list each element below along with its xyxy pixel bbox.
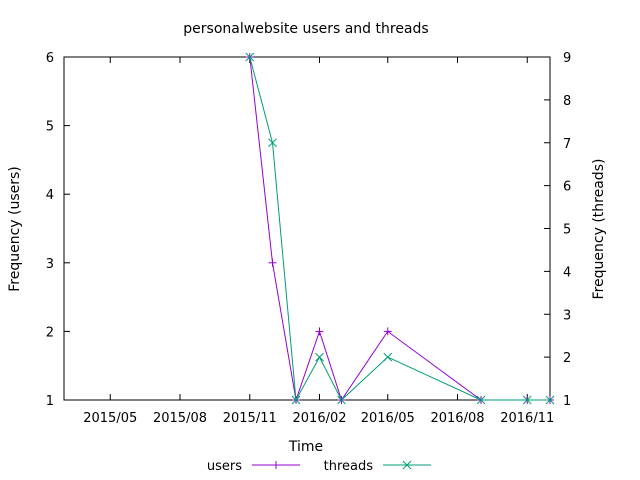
y2-tick-label: 7: [563, 137, 571, 152]
data-point-users: [383, 327, 392, 336]
y2-tick-label: 6: [563, 180, 571, 195]
series-threads: [245, 52, 555, 405]
legend-label: threads: [324, 459, 374, 474]
legend-item-threads: threads: [324, 459, 431, 474]
y-tick-label: 6: [46, 51, 54, 66]
y2-tick-label: 5: [563, 223, 571, 238]
chart-title: personalwebsite users and threads: [183, 21, 428, 37]
series-line-users: [249, 56, 550, 402]
y-axis-label: Frequency (users): [7, 166, 23, 292]
y-tick-label: 2: [46, 325, 54, 340]
x-tick-label: 2015/08: [153, 411, 207, 426]
x-axis-label: Time: [288, 439, 323, 455]
marker-stroke: [383, 352, 393, 362]
marker-stroke: [545, 395, 555, 405]
x-tick-label: 2015/05: [83, 411, 137, 426]
y2-tick-label: 8: [563, 94, 571, 109]
data-point-threads: [545, 395, 555, 405]
x-tick-label: 2016/08: [430, 411, 484, 426]
x-tick-label: 2015/11: [223, 411, 277, 426]
y-tick-label: 1: [46, 394, 54, 409]
legend-marker: [402, 460, 412, 470]
y2-tick-label: 1: [563, 394, 571, 409]
data-point-threads: [315, 352, 324, 362]
y-axis-ticks: 1 2 3 4 5 6: [46, 51, 70, 409]
marker-stroke: [402, 460, 412, 470]
data-point-threads: [522, 395, 532, 405]
legend-label: users: [207, 459, 242, 474]
y-tick-label: 3: [46, 257, 54, 272]
data-point-users: [268, 258, 277, 267]
y2-axis-label: Frequency (threads): [591, 159, 607, 300]
legend: users threads: [207, 459, 431, 474]
data-point-threads: [245, 52, 255, 62]
y-tick-label: 5: [46, 120, 54, 135]
y-tick-label: 4: [46, 188, 54, 203]
y2-tick-label: 2: [563, 351, 571, 366]
marker-stroke: [337, 395, 346, 405]
marker-stroke: [268, 138, 277, 148]
data-point-threads: [383, 352, 393, 362]
data-point-threads: [476, 395, 486, 405]
x-tick-label: 2016/05: [361, 411, 415, 426]
data-point-threads: [291, 395, 301, 405]
data-point-threads: [268, 138, 277, 148]
data-point-threads: [337, 395, 346, 405]
legend-item-users: users: [207, 459, 300, 474]
marker-stroke: [522, 395, 532, 405]
x-tick-label: 2016/11: [500, 411, 554, 426]
legend-marker: [272, 461, 280, 469]
x-tick-label: 2016/02: [293, 411, 347, 426]
plot-border: [63, 56, 551, 401]
y2-axis-ticks: 1 2 3 4 5 6 7 8 9: [544, 51, 571, 409]
series-line-threads: [249, 56, 550, 402]
marker-stroke: [245, 52, 255, 62]
marker-stroke: [315, 352, 324, 362]
series-layer: [245, 52, 555, 405]
marker-stroke: [476, 395, 486, 405]
x-axis-ticks: 2015/05 2015/08 2015/11 2016/02 2016/05 2016/…: [83, 57, 554, 426]
marker-stroke: [291, 395, 301, 405]
data-point-users: [315, 327, 324, 336]
y2-tick-label: 4: [563, 265, 571, 280]
y2-tick-label: 9: [563, 51, 571, 66]
y2-tick-label: 3: [563, 308, 571, 323]
